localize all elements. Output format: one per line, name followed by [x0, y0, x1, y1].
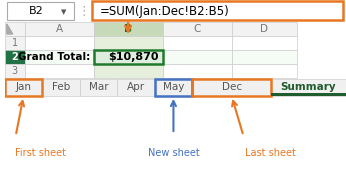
Text: Dec: Dec	[221, 82, 242, 92]
Bar	[93, 64, 163, 78]
Text: 1: 1	[12, 38, 18, 48]
Bar	[231, 64, 297, 78]
Bar	[25, 22, 93, 36]
Text: New sheet: New sheet	[147, 148, 199, 158]
Bar	[271, 93, 346, 96]
Bar	[93, 36, 163, 50]
Bar	[163, 36, 231, 50]
Bar	[231, 22, 297, 36]
Text: Mar: Mar	[89, 82, 108, 92]
Text: Grand Total:: Grand Total:	[18, 52, 91, 62]
Text: Jan: Jan	[16, 82, 31, 92]
Bar	[192, 79, 271, 96]
Text: C: C	[193, 24, 201, 34]
Text: Last sheet: Last sheet	[245, 148, 296, 158]
Bar	[5, 50, 25, 64]
Text: 3: 3	[12, 66, 18, 76]
Bar	[5, 79, 42, 96]
Text: ⋮: ⋮	[78, 4, 90, 18]
Bar	[25, 64, 93, 78]
Bar	[80, 79, 117, 96]
Bar	[231, 36, 297, 50]
Bar	[117, 79, 155, 96]
Bar	[93, 22, 163, 36]
Text: D: D	[260, 24, 268, 34]
Bar	[25, 50, 93, 64]
Text: $10,870: $10,870	[108, 52, 159, 62]
Bar	[163, 22, 231, 36]
Text: ▼: ▼	[61, 9, 67, 15]
Text: 2: 2	[11, 52, 18, 62]
Text: First sheet: First sheet	[15, 148, 66, 158]
Bar	[155, 79, 192, 96]
Bar	[231, 50, 297, 64]
Text: Feb: Feb	[52, 82, 70, 92]
Bar	[42, 79, 80, 96]
Text: Summary: Summary	[281, 82, 336, 92]
Bar	[5, 64, 25, 78]
Text: B2: B2	[29, 6, 44, 16]
Bar	[155, 79, 192, 96]
Bar	[5, 36, 25, 50]
Text: A: A	[55, 24, 63, 34]
Text: Apr: Apr	[127, 82, 145, 92]
Polygon shape	[7, 24, 13, 34]
Text: B: B	[124, 24, 132, 34]
Bar	[163, 64, 231, 78]
Bar	[25, 36, 93, 50]
Bar	[93, 50, 163, 64]
Bar	[192, 79, 271, 96]
Bar	[93, 50, 163, 64]
Text: May: May	[163, 82, 184, 92]
Bar	[5, 22, 25, 36]
Bar	[271, 79, 346, 96]
Text: =SUM(Jan:Dec!B2:B5): =SUM(Jan:Dec!B2:B5)	[100, 4, 229, 18]
Bar	[5, 79, 42, 96]
Bar	[92, 1, 343, 20]
Bar	[7, 2, 74, 20]
Bar	[163, 50, 231, 64]
